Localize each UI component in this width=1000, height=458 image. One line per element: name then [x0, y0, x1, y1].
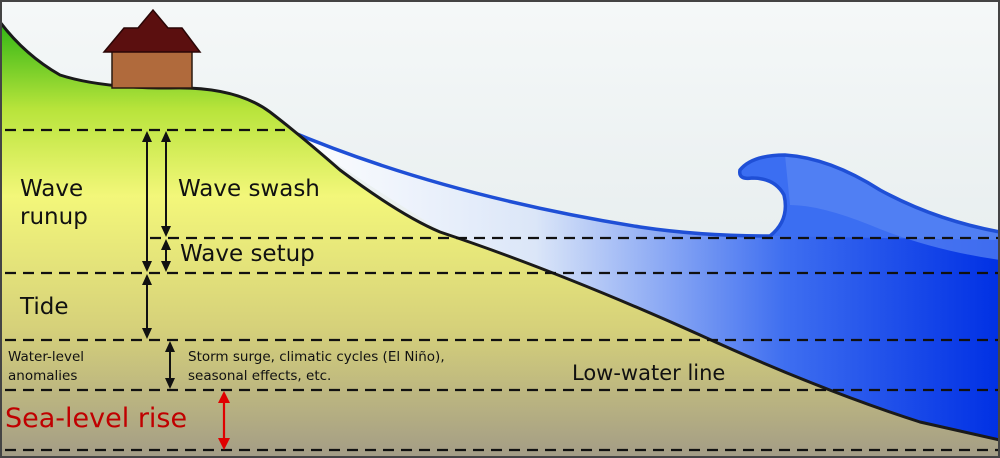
wave-runup-arrow: [142, 131, 152, 272]
water-level-anomalies-label: Water-level anomalies: [8, 349, 85, 384]
sea-level-rise-arrow: [218, 391, 230, 450]
low-water-line-label: Low-water line: [572, 361, 726, 385]
tide-label: Tide: [20, 294, 69, 320]
wave-setup-arrow: [161, 239, 171, 272]
storm-surge-note: Storm surge, climatic cycles (El Niño), …: [188, 349, 445, 384]
swash-line: [284, 127, 1000, 238]
land-outline: [0, 21, 1000, 442]
wave-swash-arrow: [161, 131, 171, 237]
anomalies-arrow: [165, 341, 175, 389]
tide-arrow: [142, 274, 152, 339]
wave-swash-label: Wave swash: [178, 176, 320, 202]
measurement-arrows: [142, 131, 175, 389]
sea-level-rise-label: Sea-level rise: [5, 403, 188, 434]
wave-runup-label: Wave runup: [20, 176, 88, 230]
wave-setup-label: Wave setup: [180, 241, 315, 267]
ocean: [285, 129, 1000, 440]
house-icon: [102, 8, 202, 89]
dashed-reference-lines: [5, 128, 1000, 452]
wave-crest-highlight: [785, 155, 1000, 260]
